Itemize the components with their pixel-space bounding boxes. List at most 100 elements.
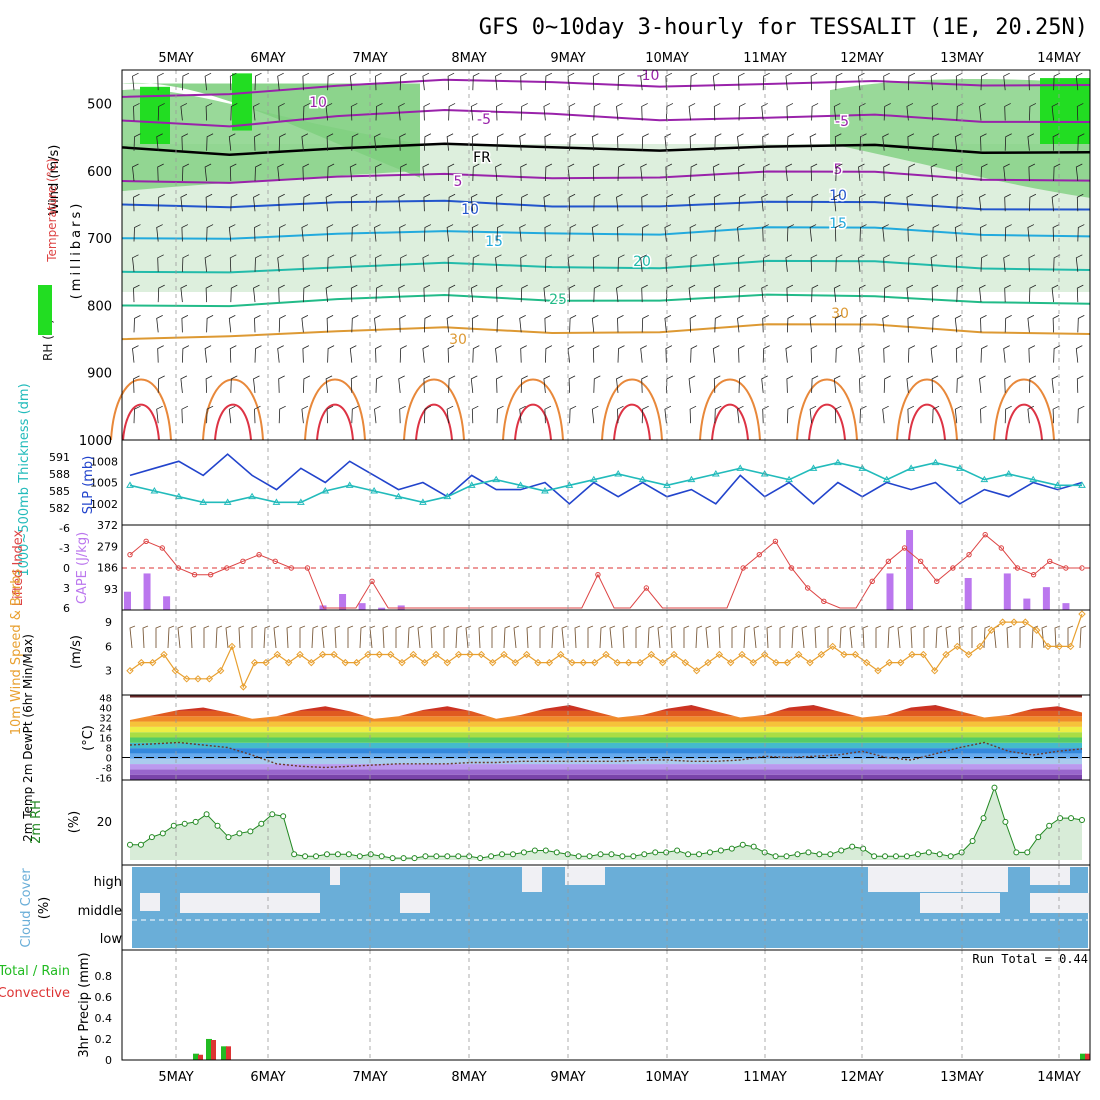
wind-barb bbox=[811, 375, 819, 393]
wind-barb bbox=[350, 103, 358, 121]
wind-barb bbox=[762, 133, 769, 151]
wind-barb bbox=[858, 345, 865, 363]
wind-barb bbox=[543, 284, 551, 303]
wind-barb bbox=[665, 345, 673, 363]
thickness-tick: 582 bbox=[49, 502, 70, 515]
wind-speed-point bbox=[919, 650, 928, 659]
wind-barb bbox=[1003, 254, 1010, 272]
wind-barb bbox=[883, 72, 890, 91]
wind-speed-point bbox=[477, 650, 486, 659]
temp-color-band bbox=[130, 758, 1082, 765]
wind-barb bbox=[787, 224, 795, 242]
wind-barb bbox=[785, 345, 793, 363]
cloud-gap bbox=[920, 893, 1000, 913]
wind-barb bbox=[1053, 72, 1061, 91]
wind-barb bbox=[714, 133, 722, 151]
wind-barb bbox=[133, 103, 140, 121]
rh2m-point bbox=[542, 847, 549, 854]
wind-barb bbox=[567, 345, 575, 363]
wind-barb bbox=[351, 224, 359, 242]
thickness-point bbox=[443, 492, 452, 500]
rh2m-point bbox=[422, 853, 429, 860]
wind-barb bbox=[1053, 345, 1061, 363]
rh2m-point bbox=[925, 849, 932, 856]
wind-barb bbox=[690, 254, 698, 272]
wind-barb bbox=[327, 345, 335, 363]
wind-barb-10m bbox=[574, 625, 581, 649]
wind-barb bbox=[834, 315, 842, 333]
rh2m-point bbox=[181, 820, 188, 827]
wind-barb bbox=[591, 224, 599, 242]
wind-barb bbox=[254, 405, 261, 424]
rh2m-point bbox=[805, 849, 812, 856]
wind-speed-point bbox=[250, 658, 259, 667]
lifted-point bbox=[159, 545, 165, 551]
wind-barb bbox=[666, 103, 674, 121]
wind-barb-10m bbox=[731, 625, 738, 648]
wind-barb bbox=[712, 163, 720, 182]
precip-tick: 0.6 bbox=[95, 991, 113, 1004]
wind-barb bbox=[761, 193, 768, 212]
run-total: Run Total = 0.44 bbox=[972, 952, 1088, 966]
wind-barb bbox=[519, 224, 526, 242]
lifted-point bbox=[1030, 571, 1037, 578]
cape-bar bbox=[1042, 587, 1050, 610]
temp-color-band bbox=[130, 737, 1082, 743]
wind-barb bbox=[689, 405, 697, 424]
wind-barb bbox=[689, 315, 697, 333]
wind-barb bbox=[906, 103, 914, 121]
wind-barb bbox=[593, 375, 601, 393]
thickness-point bbox=[663, 481, 671, 488]
wind-speed-line bbox=[129, 613, 1083, 689]
wind-barb bbox=[327, 72, 335, 91]
wind-barb-10m bbox=[455, 625, 463, 649]
wind-barb bbox=[882, 405, 889, 424]
wind-barb bbox=[1003, 345, 1010, 363]
pressure-tick: 1000 bbox=[79, 434, 112, 449]
rh2m-point bbox=[411, 855, 418, 862]
wind-barb bbox=[156, 133, 163, 151]
surface-isotherm bbox=[202, 378, 264, 441]
pressure-tick: 700 bbox=[87, 232, 112, 247]
wind-barb bbox=[399, 224, 406, 242]
day-label-bottom: 11MAY bbox=[743, 1070, 787, 1085]
wind-barb bbox=[496, 405, 504, 424]
wind-barb bbox=[785, 254, 793, 272]
cloud-gap bbox=[330, 867, 340, 885]
wind-barb-10m bbox=[935, 625, 943, 649]
wind-speed-point bbox=[738, 650, 746, 659]
wind-barb-10m bbox=[129, 625, 136, 649]
wind-barb bbox=[325, 284, 333, 303]
wind-barb bbox=[786, 375, 794, 393]
rh2m-point bbox=[258, 820, 265, 827]
surface-isotherm bbox=[403, 378, 465, 441]
lifted-point bbox=[1014, 565, 1021, 571]
wind-barb bbox=[326, 133, 334, 151]
wind-barb bbox=[253, 193, 260, 212]
wind-barb bbox=[932, 133, 940, 151]
wind-barb bbox=[713, 103, 721, 121]
wind-barb bbox=[835, 163, 843, 182]
isotherm-line bbox=[121, 108, 1091, 128]
wind-barb bbox=[859, 375, 866, 393]
wind-barb bbox=[204, 254, 212, 272]
wind-barb bbox=[301, 133, 309, 151]
day-label-bottom: 5MAY bbox=[158, 1070, 193, 1085]
wind-barb bbox=[931, 103, 939, 121]
isotherm-line bbox=[121, 142, 1091, 156]
thickness-point bbox=[736, 464, 745, 471]
wind-barb bbox=[762, 254, 770, 272]
wind-barb bbox=[254, 224, 261, 242]
wind-barb bbox=[592, 345, 600, 363]
pressure-tick: 500 bbox=[87, 98, 112, 113]
wind-barb bbox=[714, 405, 722, 424]
wind-speed-point bbox=[636, 658, 644, 667]
rh2m-point bbox=[433, 853, 440, 860]
wind-barb bbox=[545, 254, 553, 272]
wind-barb bbox=[351, 315, 359, 333]
wind-barb bbox=[204, 163, 212, 182]
wind-barb bbox=[181, 315, 189, 333]
wind-barb bbox=[303, 103, 311, 121]
wind-barb bbox=[399, 133, 406, 151]
